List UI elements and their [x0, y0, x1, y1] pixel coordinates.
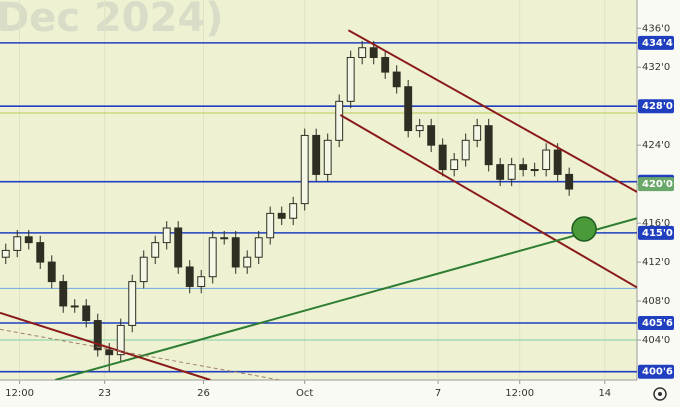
candle-body [24, 236, 33, 244]
candle-body [565, 173, 574, 190]
x-tick-label: 14 [598, 388, 611, 399]
trend-line [54, 217, 637, 380]
plot [0, 0, 637, 380]
settings-icon[interactable] [653, 387, 667, 401]
level-label: 400'6 [642, 367, 673, 378]
candle-body [174, 227, 183, 268]
y-tick-label: 436'0 [642, 23, 670, 34]
candle-body [266, 212, 275, 239]
candle-body [243, 256, 252, 268]
price-axis [637, 0, 680, 407]
candle-body [162, 227, 171, 244]
marker [571, 216, 597, 242]
level-label: 428'0 [642, 101, 673, 112]
candle-body [277, 212, 286, 219]
level-label-box [638, 225, 674, 240]
x-tick-label: 26 [197, 388, 210, 399]
level-label-box [638, 316, 674, 330]
candle-body [381, 56, 390, 73]
candle-body [473, 125, 482, 141]
candle-body [496, 164, 505, 180]
x-tick-label: Oct [296, 388, 313, 399]
trend-line [0, 328, 280, 380]
candle-body [139, 256, 148, 283]
candle-body [507, 164, 516, 180]
candle-body [542, 149, 551, 171]
candle-body [105, 349, 114, 356]
plot-background [0, 0, 637, 380]
candle-body [323, 139, 332, 175]
candle-body [1, 249, 10, 258]
candle-body [197, 276, 206, 287]
candle-body [151, 242, 160, 258]
candle-body [36, 242, 45, 263]
candle-body [335, 100, 344, 141]
current-price-label: 420'0 [642, 179, 673, 190]
candle-body [438, 144, 447, 171]
candle-body [128, 281, 137, 326]
candle-body [415, 125, 424, 132]
candle-body [300, 134, 309, 205]
candle-body [231, 237, 240, 268]
x-tick-label: 7 [435, 388, 441, 399]
candle-body [404, 86, 413, 132]
candle-body [208, 237, 217, 278]
x-tick-label: 23 [98, 388, 111, 399]
watermark: Dec 2024) [0, 0, 224, 41]
current-price-box [638, 177, 674, 192]
candle-body [450, 159, 459, 171]
x-tick-label: 12:00 [505, 388, 534, 399]
candle-body [530, 169, 539, 172]
candle-body [369, 47, 378, 58]
y-tick-label: 424'0 [642, 140, 670, 151]
candle-body [82, 305, 91, 322]
candle-body [70, 305, 79, 308]
x-tick-label: 12:00 [5, 388, 34, 399]
level-label-box [638, 364, 674, 379]
level-label-box [638, 35, 674, 50]
candle-body [484, 125, 493, 166]
candle-body [59, 281, 68, 307]
y-tick-label: 416'0 [642, 218, 670, 229]
time-axis [0, 380, 637, 407]
y-tick-label: 432'0 [642, 62, 670, 73]
candle-body [47, 261, 56, 283]
plot-area [0, 0, 637, 380]
candle-body [116, 324, 125, 356]
candle-body [13, 236, 22, 251]
candle-body [553, 149, 562, 175]
trend-line [0, 311, 211, 380]
trend-line [339, 114, 637, 289]
level-label-box [638, 99, 674, 114]
candle-body [289, 203, 298, 219]
candle-body [461, 139, 470, 161]
level-label: 415'0 [642, 228, 673, 239]
candle-body [427, 125, 436, 146]
candle-body [392, 71, 401, 88]
candle-body [220, 237, 229, 240]
candle-body [358, 47, 367, 58]
level-label: 405'6 [642, 318, 673, 329]
candle-body [312, 134, 321, 175]
candle-body [93, 320, 102, 351]
candle-body [185, 266, 194, 287]
candle-body [254, 237, 263, 258]
candle-body [346, 56, 355, 102]
level-label: 434'4 [642, 38, 673, 49]
candle-body [519, 164, 528, 171]
y-tick-label: 412'0 [642, 257, 670, 268]
y-tick-label: 408'0 [642, 296, 670, 307]
trend-line [347, 29, 637, 193]
y-tick-label: 404'0 [642, 335, 670, 346]
